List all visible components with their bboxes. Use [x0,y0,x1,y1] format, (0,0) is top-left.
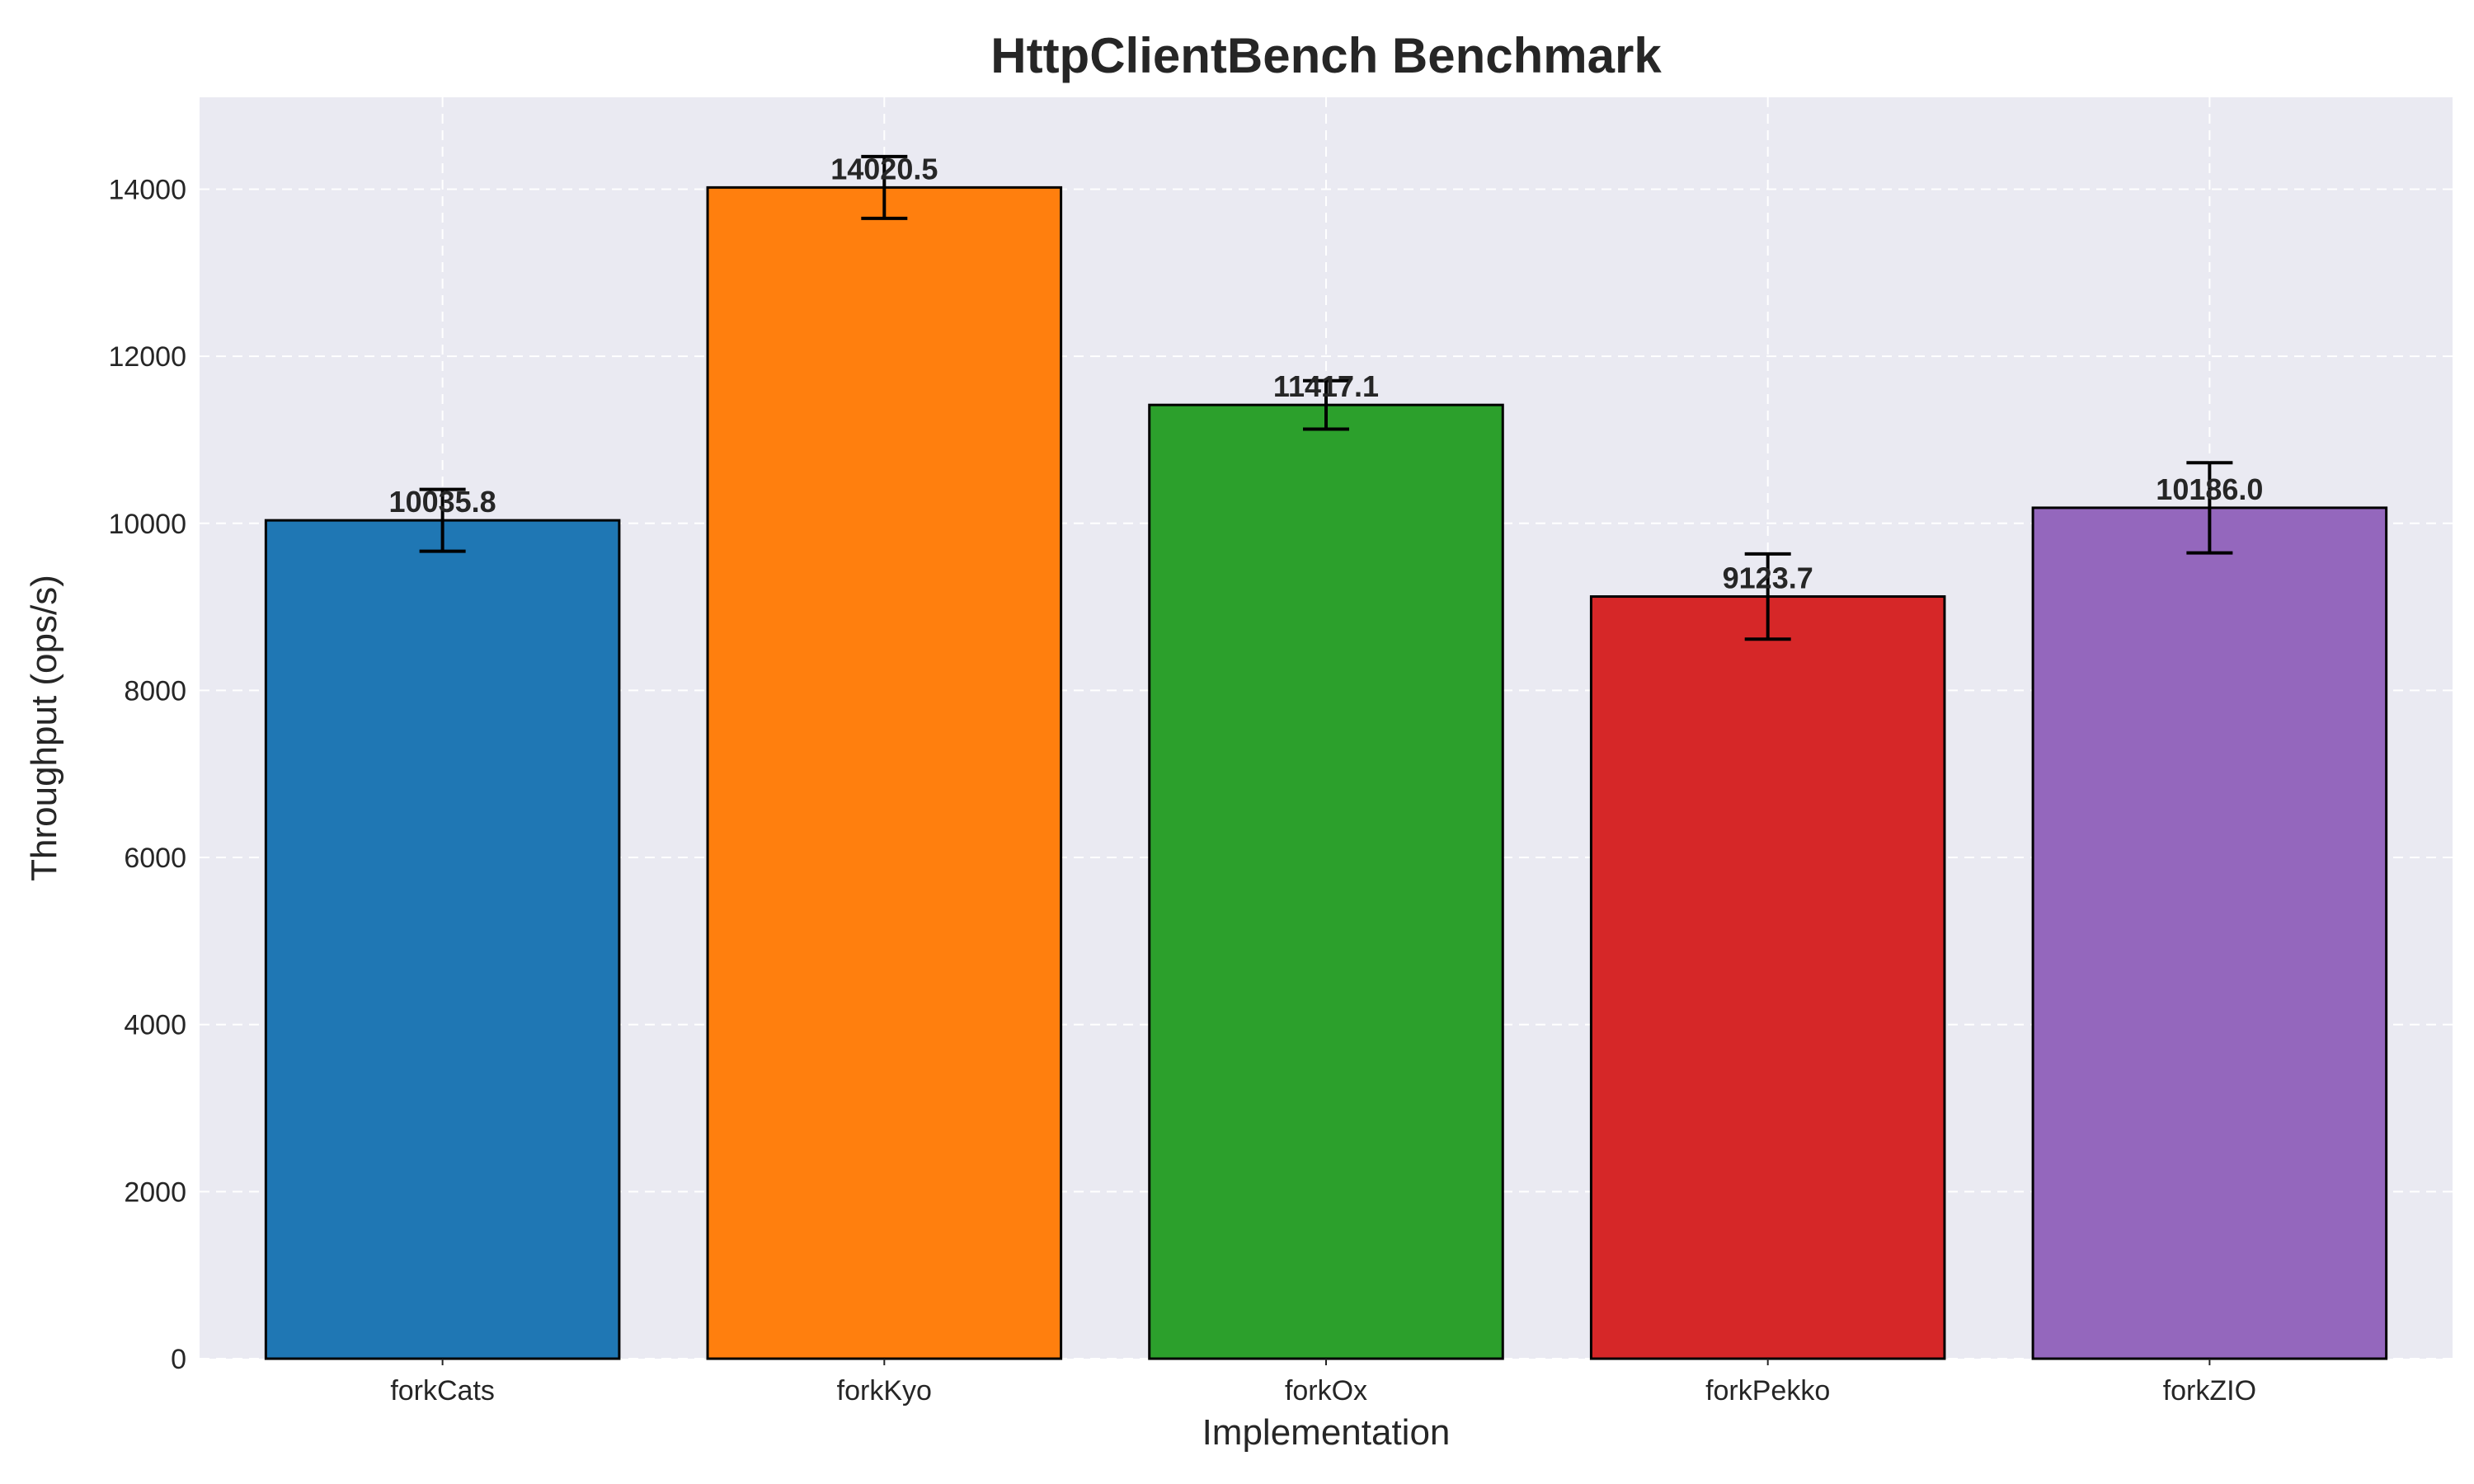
x-tick-label-forkCats: forkCats [390,1375,495,1407]
x-tick-label-forkKyo: forkKyo [837,1375,932,1407]
x-axis-label: Implementation [1202,1412,1451,1453]
y-tick-label: 8000 [124,675,186,707]
error-bars [419,154,2233,641]
error-bar-forkCats [419,487,466,553]
bar-forkKyo [706,186,1063,1360]
bar-forkPekko [1589,595,1946,1360]
value-label-forkCats: 10035.8 [389,485,496,519]
y-tick-label: 0 [171,1344,186,1375]
x-tick-label-forkZIO: forkZIO [2163,1375,2256,1407]
y-axis-label: Throughput (ops/s) [24,575,64,881]
value-label-forkZIO: 10186.0 [2156,472,2263,506]
value-label-forkOx: 11417.1 [1273,369,1379,403]
value-label-forkKyo: 14020.5 [830,152,938,186]
value-labels: 10035.8 14020.5 11417.1 9123.7 10186.0 [389,152,2264,594]
x-tick-label-forkOx: forkOx [1285,1375,1367,1407]
y-tick-label: 2000 [124,1176,186,1208]
error-bar-forkPekko [1744,552,1791,641]
y-tick-label: 6000 [124,843,186,874]
bar-forkOx [1148,403,1504,1360]
chart-title: HttpClientBench Benchmark [990,28,1662,83]
value-label-forkPekko: 9123.7 [1723,561,1813,595]
y-tick-label: 10000 [108,509,186,540]
x-tick-label-forkPekko: forkPekko [1705,1375,1830,1407]
error-bar-forkZIO [2186,461,2233,555]
x-axis-ticks: forkCats forkKyo forkOx forkPekko forkZIO [390,1359,2256,1407]
y-tick-label: 12000 [108,341,186,373]
error-bar-forkKyo [861,154,908,220]
bar-forkCats [264,519,621,1360]
bars [264,186,2388,1360]
y-tick-label: 14000 [108,174,186,205]
y-tick-label: 4000 [124,1010,186,1041]
bar-forkZIO [2031,506,2388,1360]
y-axis-ticks: 0 2000 4000 6000 8000 10000 12000 14000 [108,174,186,1375]
error-bar-forkOx [1303,378,1349,431]
